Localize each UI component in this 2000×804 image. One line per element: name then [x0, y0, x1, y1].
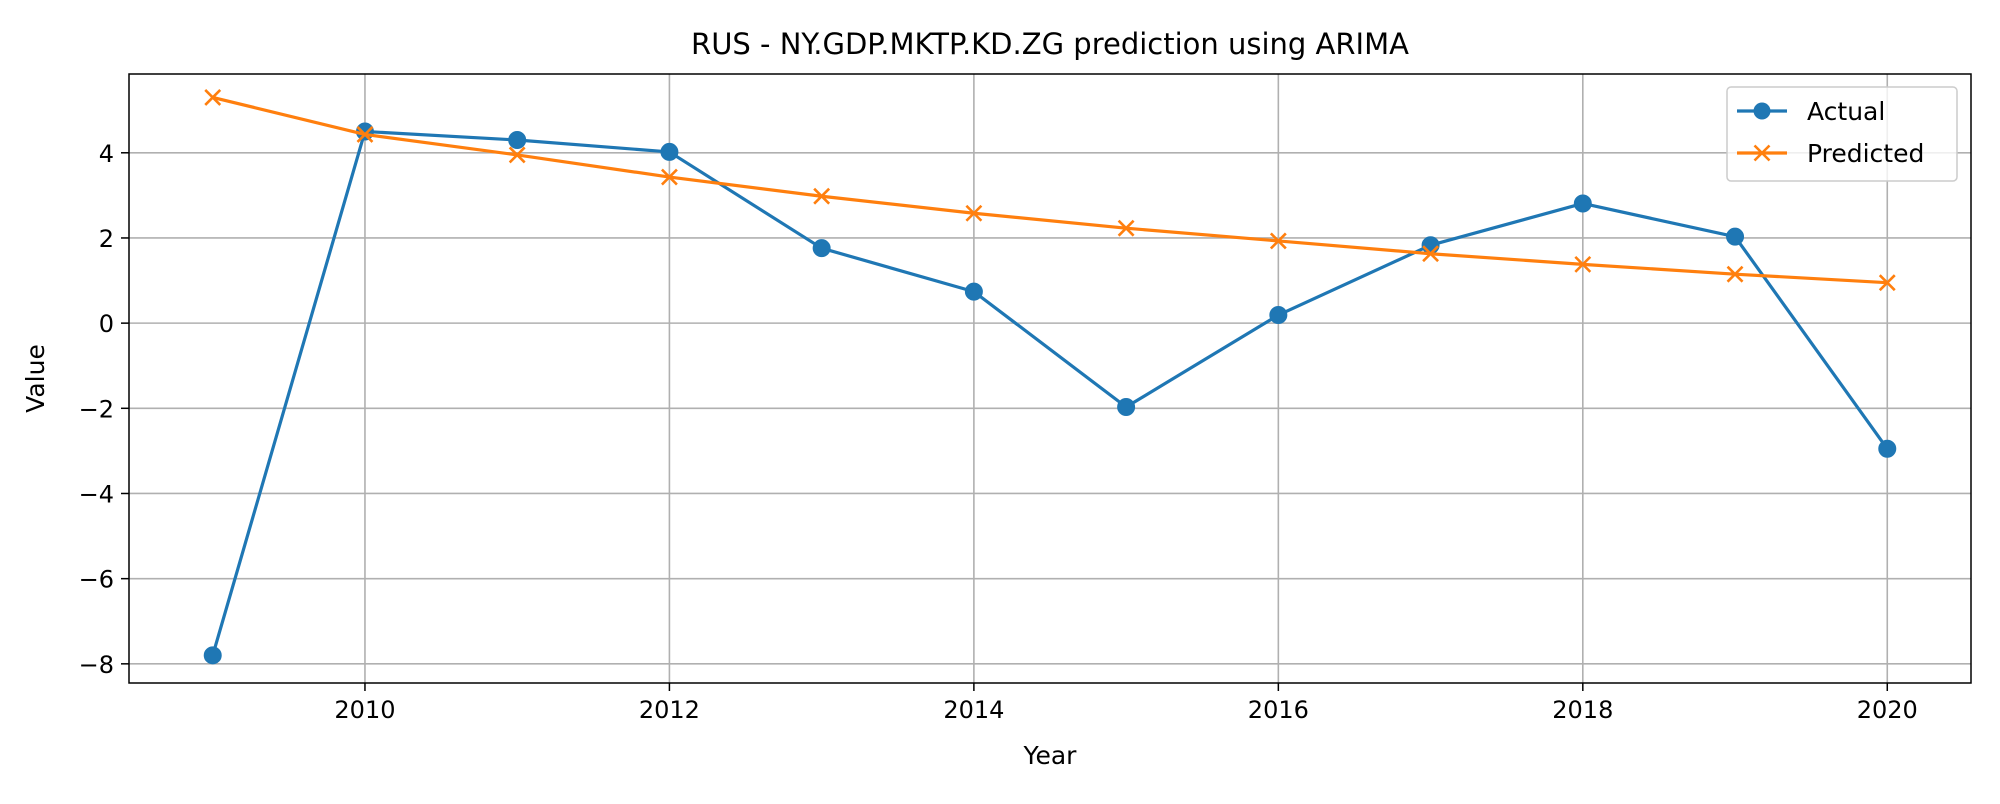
y-tick-label-2: 2 [99, 225, 114, 253]
legend-marker-predicted [1753, 144, 1771, 162]
x-tick-label-2012: 2012 [639, 696, 700, 724]
y-tick-label--8: −8 [79, 651, 114, 679]
ticks: 2010 2012 2014 2016 2018 2020 −8 −6 −4 −2 0 2 4 [79, 140, 1918, 724]
data-point-actual-2009 [203, 646, 222, 665]
legend-label-actual: Actual [1807, 97, 1885, 126]
data-point-actual-2019 [1726, 227, 1745, 246]
x-tick-label-2010: 2010 [334, 696, 395, 724]
y-axis-label: Value [21, 344, 50, 413]
y-tick-label--2: −2 [79, 395, 114, 423]
data-point-actual-2018 [1573, 194, 1592, 213]
x-axis-label: Year [1023, 741, 1078, 770]
grid [129, 74, 1971, 683]
data-point-actual-2011 [508, 131, 527, 150]
y-tick-label--4: −4 [79, 480, 114, 508]
series-line-actual [211, 129, 1889, 657]
y-tick-label-4: 4 [99, 140, 114, 168]
data-point-predicted-2016 [1269, 232, 1287, 250]
legend-label-predicted: Predicted [1807, 139, 1924, 168]
data-point-predicted-2017 [1422, 245, 1439, 263]
data-point-actual-2014 [964, 282, 983, 301]
data-point-predicted-2012 [661, 168, 678, 186]
data-point-predicted-2010 [356, 126, 374, 143]
series-predicted [204, 89, 1896, 292]
data-point-predicted-2014 [965, 204, 983, 222]
series-layer [203, 89, 1897, 665]
data-point-predicted-2020 [1878, 274, 1896, 292]
data-point-predicted-2019 [1726, 265, 1744, 283]
x-tick-label-2016: 2016 [1248, 696, 1309, 724]
legend-entry-predicted: Predicted [1737, 139, 1924, 168]
data-point-actual-2016 [1269, 306, 1288, 325]
data-point-predicted-2013 [813, 187, 831, 205]
x-tick-label-2018: 2018 [1552, 696, 1613, 724]
series-line-predicted [211, 95, 1889, 285]
legend: Actual Predicted [1726, 86, 1958, 182]
chart-title: RUS - NY.GDP.MKTP.KD.ZG prediction using… [691, 27, 1409, 61]
x-tick-label-2020: 2020 [1857, 696, 1918, 724]
plot-frame [128, 73, 1972, 684]
data-point-predicted-2015 [1117, 219, 1135, 237]
data-point-actual-2017 [1421, 236, 1440, 255]
legend-entry-actual: Actual [1737, 97, 1885, 126]
y-tick-label-0: 0 [99, 310, 114, 338]
data-point-actual-2015 [1117, 398, 1136, 417]
series-actual [203, 122, 1897, 665]
data-point-actual-2020 [1878, 439, 1897, 458]
data-point-predicted-2018 [1574, 255, 1592, 273]
data-point-actual-2013 [812, 239, 831, 258]
x-tick-label-2014: 2014 [943, 696, 1004, 724]
data-point-predicted-2011 [508, 146, 526, 164]
data-point-actual-2012 [660, 142, 679, 161]
data-point-predicted-2009 [204, 89, 222, 106]
legend-marker-actual [1753, 102, 1771, 120]
y-tick-label--6: −6 [79, 566, 114, 594]
